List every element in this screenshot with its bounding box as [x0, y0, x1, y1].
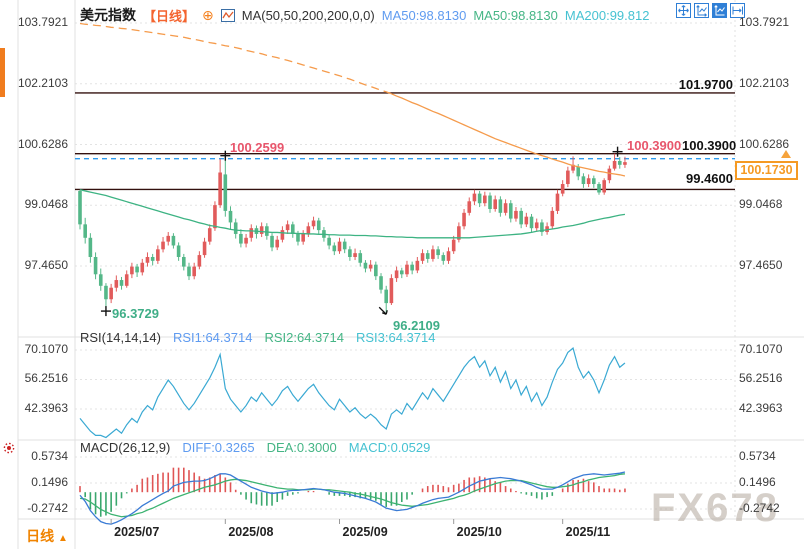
x-axis-month-label: 2025/10: [456, 525, 502, 539]
main-axis-label-left: 102.2103: [17, 75, 68, 90]
indicator-mini-chart-icon[interactable]: [220, 8, 235, 22]
rsi2-value: RSI2:64.3714: [264, 330, 344, 345]
rsi-axis-label-right: 56.2516: [739, 371, 783, 386]
popout-icon[interactable]: [730, 3, 745, 18]
sep-low-annotation: 96.2109: [393, 318, 440, 333]
macd-header: MACD(26,12,9) DIFF:0.3265 DEA:0.3000 MAC…: [80, 440, 430, 455]
ma50-value-1: MA50:98.8130: [381, 7, 467, 23]
current-price-arrow-icon: [781, 150, 791, 158]
x-axis-month-label: 2025/07: [114, 525, 160, 539]
left-scroll-thumb[interactable]: [0, 48, 5, 97]
july-low-annotation: 96.3729: [112, 306, 159, 321]
current-price-badge: 100.1730: [735, 161, 798, 180]
ma-settings-label: MA(50,50,200,200,0,0): [241, 7, 375, 23]
ma50-value-2: MA50:98.8130: [473, 7, 558, 23]
main-axis-label-right: 103.7921: [739, 15, 790, 29]
main-axis-label-right: 97.4650: [739, 258, 783, 273]
macd-axis-label-left: 0.5734: [31, 449, 68, 464]
main-axis-label-right: 99.0468: [739, 197, 783, 212]
x-axis-month-label: 2025/11: [565, 525, 611, 539]
chart-toolbar: [676, 3, 745, 18]
macd-axis-label-left: -0.2742: [27, 501, 68, 516]
ma200-value: MA200:99.812: [564, 7, 650, 23]
level-99-46-label: 99.4600: [686, 171, 733, 186]
move-chart-icon[interactable]: [676, 3, 691, 18]
macd-axis-label-left: 0.1496: [31, 475, 68, 490]
y-axis-scale-icon[interactable]: [694, 3, 709, 18]
macd-axis-label-right: -0.2742: [739, 501, 780, 516]
sun-marker-icon[interactable]: [2, 441, 16, 460]
main-axis-label-left: 103.7921: [17, 15, 68, 29]
rsi-axis-label-left: 56.2516: [24, 371, 68, 386]
period-arrow-icon: ▲: [57, 533, 68, 544]
x-axis-month-label: 2025/08: [228, 525, 274, 539]
level-100-39-red-label: 100.3900: [627, 138, 682, 153]
main-axis-label-right: 102.2103: [739, 75, 790, 90]
x-axis-month-label: 2025/09: [342, 525, 388, 539]
rsi-axis-label-left: 42.3963: [24, 400, 68, 415]
rsi3-value: RSI3:64.3714: [355, 330, 436, 345]
macd-axis-label-right: 0.5734: [739, 449, 776, 464]
high-annotation: 100.2599: [230, 140, 285, 155]
macd-axis-label-right: 0.1496: [739, 475, 776, 490]
y-axis-scale-active-icon[interactable]: [712, 3, 727, 18]
main-axis-label-left: 99.0468: [24, 197, 68, 212]
period-tag: 【日线】: [143, 8, 196, 24]
level-101-97-label: 101.9700: [678, 77, 733, 92]
rsi1-value: RSI1:64.3714: [172, 330, 253, 345]
rsi-axis-label-right: 70.1070: [739, 342, 783, 356]
period-selector[interactable]: 日线 ▲: [19, 526, 75, 546]
symbol-title: 美元指数: [80, 7, 136, 23]
period-label: 日线: [26, 528, 55, 544]
rsi-axis-label-left: 70.1070: [24, 342, 68, 356]
macd-settings-label: MACD(26,12,9): [80, 440, 171, 455]
main-axis-label-left: 97.4650: [24, 258, 68, 273]
main-axis-label-left: 100.6286: [17, 136, 68, 151]
chart-header: 美元指数 【日线】 ⊕ MA(50,50,200,200,0,0) MA50:9…: [80, 5, 649, 25]
rsi-header: RSI(14,14,14) RSI1:64.3714 RSI2:64.3714 …: [80, 330, 435, 345]
level-100-39-label: 100.3900: [682, 138, 737, 153]
main-axis-label-right: 100.6286: [739, 136, 790, 151]
rsi-axis-label-right: 42.3963: [739, 400, 783, 415]
dea-value: DEA:0.3000: [266, 440, 337, 455]
add-compare-icon[interactable]: ⊕: [202, 7, 214, 23]
macd-value: MACD:0.0529: [348, 440, 431, 455]
watermark: FX678: [651, 486, 779, 530]
diff-value: DIFF:0.3265: [182, 440, 255, 455]
rsi-settings-label: RSI(14,14,14): [80, 330, 161, 345]
